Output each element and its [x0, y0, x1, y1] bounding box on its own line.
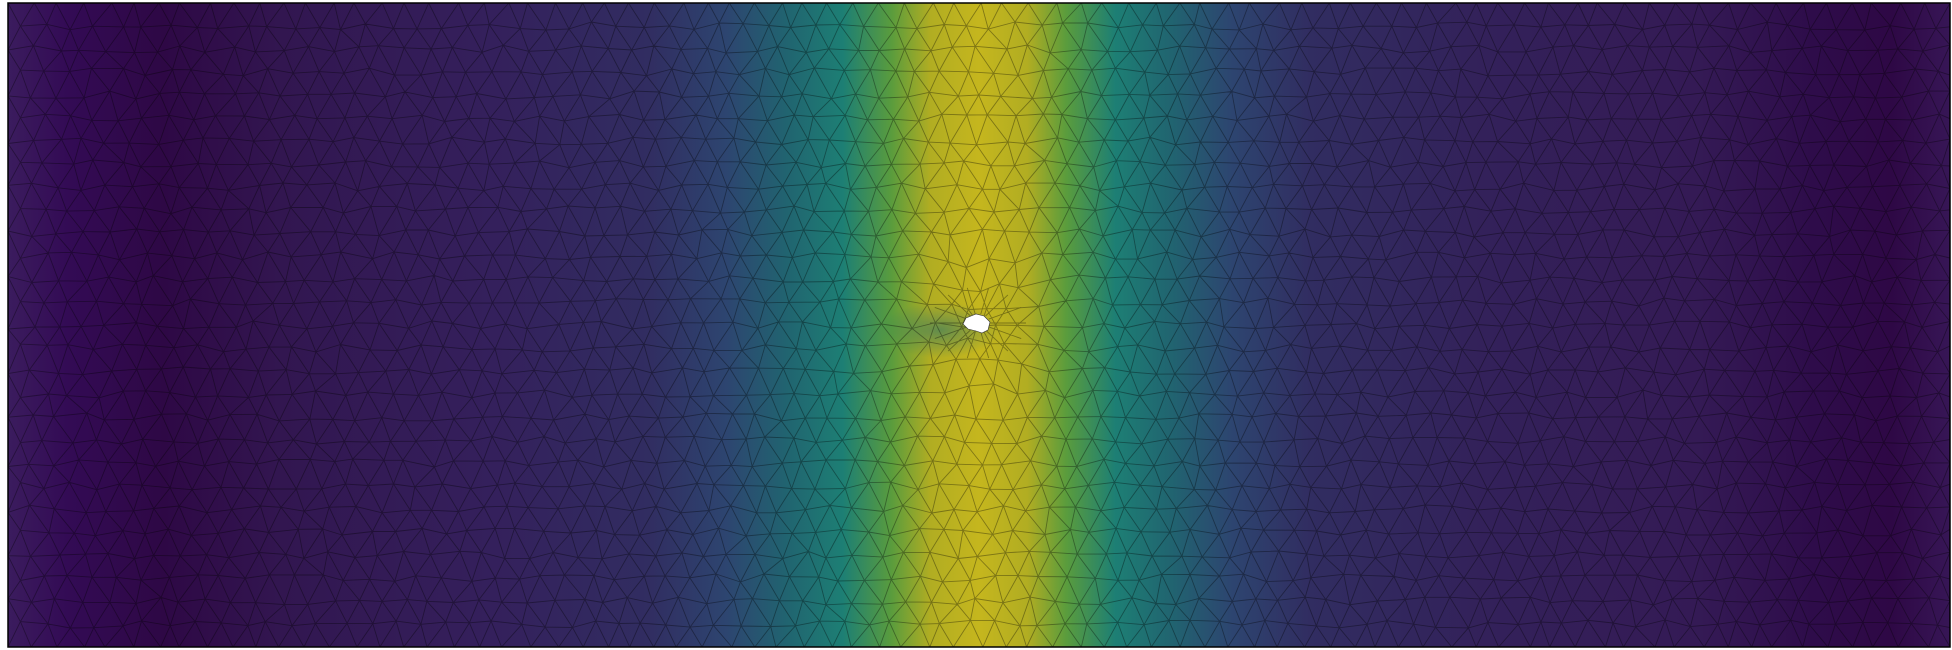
field-perturbation [880, 302, 1000, 358]
hole-cutout [962, 313, 991, 334]
mesh-boundary-frame [7, 2, 1951, 648]
